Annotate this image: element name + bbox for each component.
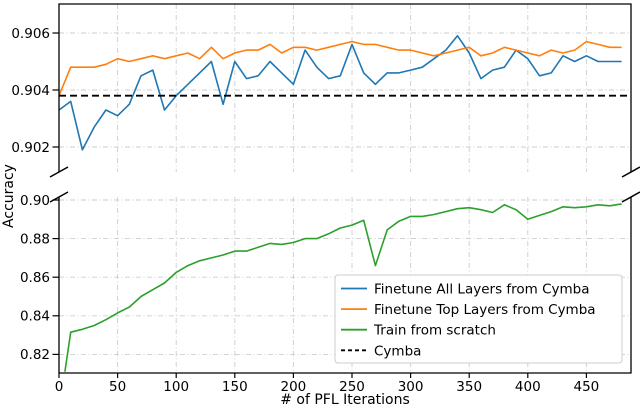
legend-entry-label: Cymba [374,343,421,359]
y-tick-label: 0.84 [20,309,50,325]
x-axis-label: # of PFL Iterations [280,392,410,408]
axis-break-mark [621,166,640,178]
bottom-panel-spines [58,197,632,374]
x-tick-label: 150 [222,379,248,395]
x-tick-label: 200 [281,379,307,395]
x-tick-label: 250 [339,379,365,395]
series-line-finetune-top-layers-from-cymba [58,40,622,97]
y-tick-label: 0.82 [20,347,50,363]
series-layer [58,34,631,372]
y-tick-label: 0.906 [11,26,50,42]
axis-break-mark [49,166,69,178]
legend-entry-label: Finetune All Layers from Cymba [374,282,590,298]
axis-break-mark [621,191,640,203]
y-axis-label: Accuracy [1,164,17,228]
axis-break-mark [49,191,69,203]
top-panel-spines [58,3,632,172]
x-tick-label: 400 [515,379,541,395]
x-tick-label: 0 [55,379,64,395]
x-tick-label: 350 [456,379,482,395]
legend: Finetune All Layers from Cymba Finetune T… [334,274,623,364]
y-tick-label: 0.90 [20,193,50,209]
y-tick-label: 0.902 [11,140,50,156]
y-tick-label: 0.86 [20,270,50,286]
legend-entry-label: Finetune Top Layers from Cymba [374,302,596,318]
x-tick-label: 300 [398,379,424,395]
series-line-finetune-all-layers-from-cymba [58,34,622,151]
x-tick-label: 50 [109,379,126,395]
y-tick-label: 0.88 [20,231,50,247]
legend-entry-label: Train from scratch [373,323,496,339]
y-tick-label: 0.904 [11,83,50,99]
legend-box [334,274,623,364]
series-line-train-from-scratch [64,203,622,372]
x-tick-label: 450 [574,379,600,395]
axes-layer: 0.902 0.904 0.906 0.82 0.84 0.86 0.88 0.90 0 50 10… [11,3,640,395]
x-tick-label: 100 [163,379,189,395]
